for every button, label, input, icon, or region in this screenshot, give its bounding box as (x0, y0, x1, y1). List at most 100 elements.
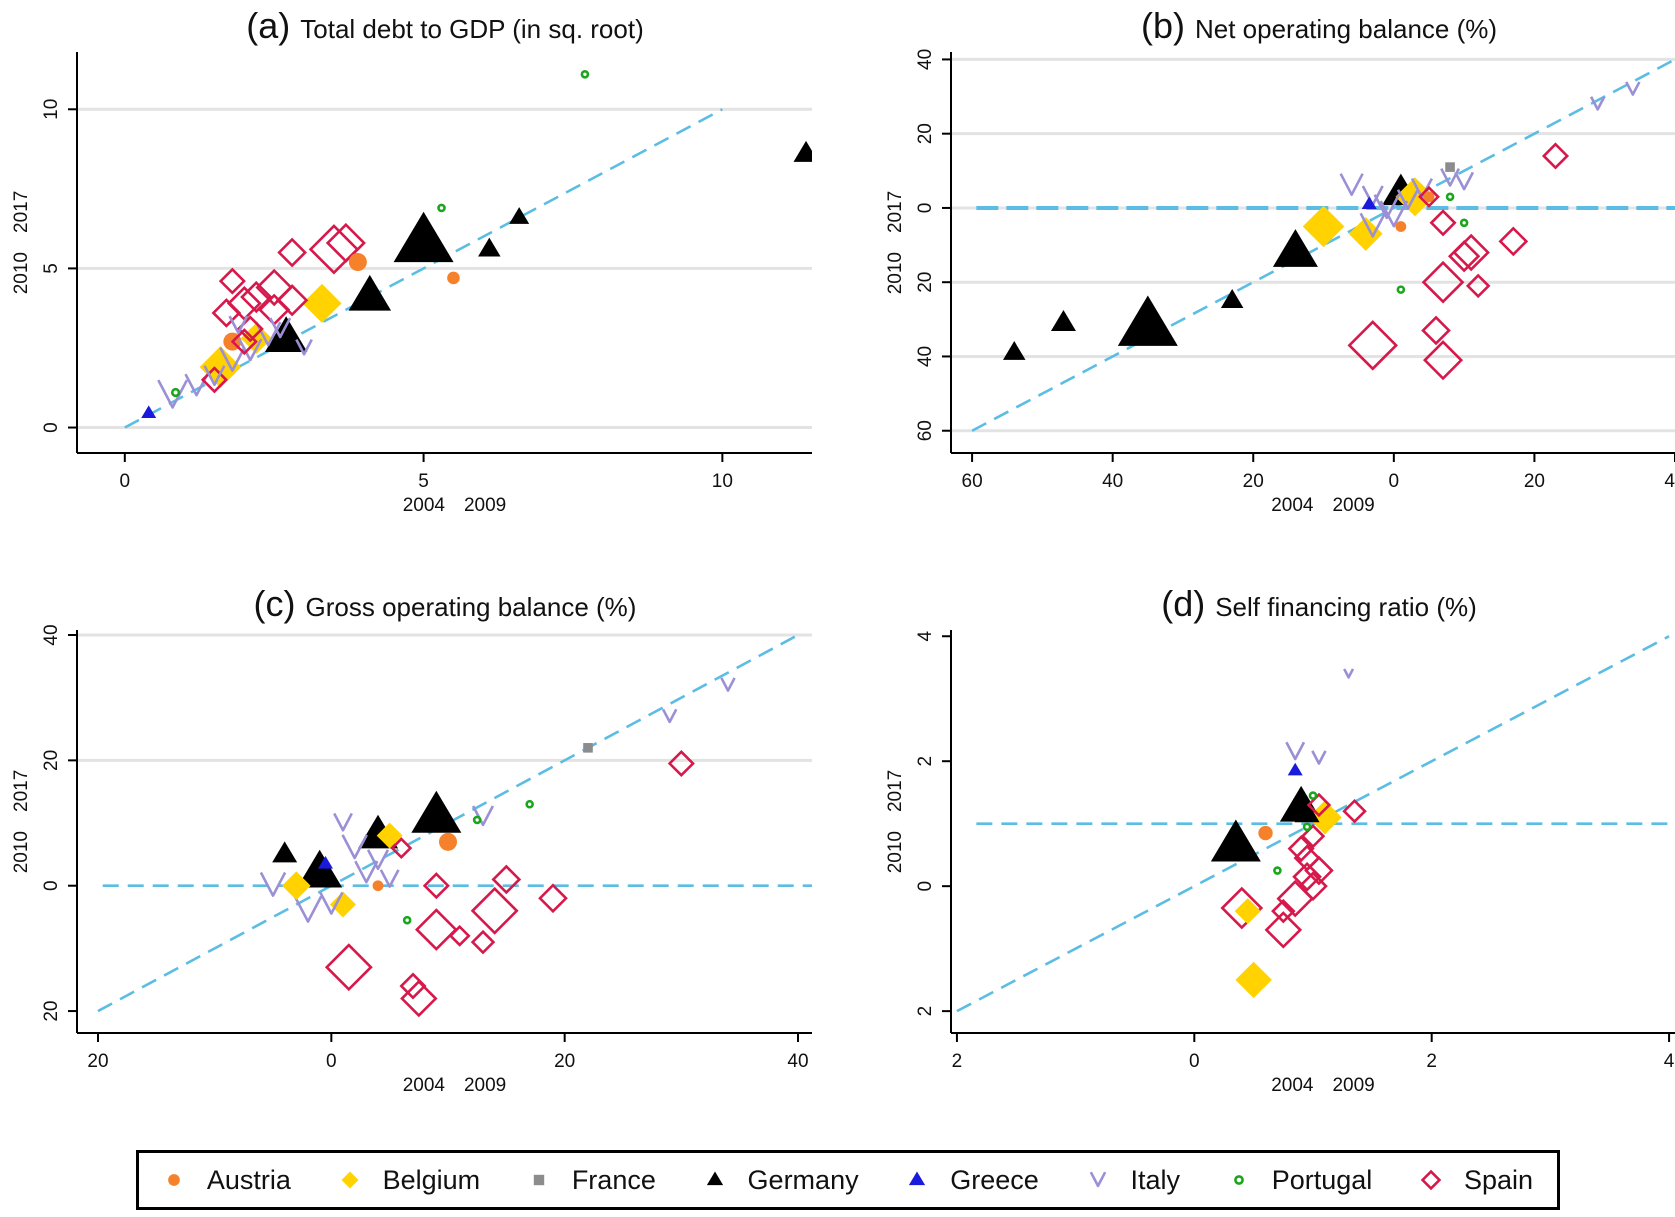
y-axis-label: 2010 2017 (885, 770, 906, 874)
point-portugal (437, 203, 446, 213)
point-belgium (302, 283, 342, 323)
point-italy (1285, 741, 1306, 761)
x-tick-label: 40 (1664, 471, 1675, 492)
markers (1003, 81, 1641, 381)
point-spain (200, 366, 228, 394)
point-spain (1300, 823, 1326, 849)
y-tick-label: 40 (915, 346, 936, 367)
point-italy (238, 338, 263, 362)
diagonal-reference-line (971, 58, 1675, 432)
point-italy (1339, 173, 1364, 196)
point-austria (372, 880, 384, 892)
legend-label: Italy (1130, 1164, 1181, 1195)
y-tick-label: 20 (915, 123, 936, 144)
legend-marker-shape (341, 1171, 359, 1189)
legend-marker-shape (909, 1171, 926, 1186)
point-spain (1342, 798, 1367, 824)
point-belgium (330, 891, 356, 918)
point-spain (491, 864, 522, 895)
point-italy (157, 379, 189, 409)
diagonal-reference-line (97, 633, 799, 1013)
point-italy (333, 812, 353, 832)
point-italy (295, 338, 313, 356)
y-axis-label: 2010 2017 (885, 191, 906, 295)
point-spain (277, 237, 307, 268)
panel-title-text: Self financing ratio (%) (1215, 592, 1477, 622)
legend-item-italy: Italy (1087, 1164, 1181, 1196)
point-germany (1220, 289, 1244, 308)
point-portugal (1445, 192, 1455, 202)
x-axis-label: 2004 2009 (1271, 1075, 1375, 1096)
legend-marker-shape (706, 1171, 723, 1186)
point-germany (348, 274, 392, 311)
point-italy (379, 869, 400, 888)
legend-label: France (571, 1164, 656, 1195)
x-axis-label: 2004 2009 (403, 495, 507, 516)
y-tick-label: 0 (41, 880, 62, 891)
point-austria (348, 253, 367, 272)
point-portugal (580, 69, 590, 79)
legend-marker-shape (1089, 1171, 1106, 1188)
point-germany (509, 207, 530, 224)
point-spain (1293, 844, 1321, 872)
panel-2: 60 40 20 0 20 40 60 40 20 0 20 40 2004 2009 2010 2017… (885, 5, 1675, 516)
y-tick-label: 5 (41, 263, 62, 274)
point-italy (1373, 194, 1401, 220)
point-spain (230, 328, 258, 356)
point-spain (448, 924, 471, 947)
point-portugal (1396, 285, 1406, 294)
point-germany (411, 790, 462, 833)
legend-label: Portugal (1271, 1164, 1373, 1195)
legend-marker-austria (167, 1174, 180, 1186)
point-italy (1311, 750, 1327, 765)
point-spain (538, 883, 568, 914)
legend-label: Greece (950, 1164, 1039, 1195)
panel-title: (a) Total debt to GDP (in sq. root) (246, 5, 643, 46)
point-italy (341, 834, 368, 860)
point-spain (325, 222, 366, 263)
y-tick-label: 60 (915, 420, 936, 441)
panel-letter: (a) (246, 5, 300, 46)
point-germany (1272, 229, 1318, 267)
point-germany (1003, 341, 1026, 360)
point-belgium (1235, 961, 1272, 999)
legend-item-austria: Austria (163, 1165, 291, 1196)
point-austria (447, 271, 460, 285)
y-tick-label: 10 (41, 99, 62, 120)
x-axis-label: 2004 2009 (403, 1075, 507, 1096)
point-italy (219, 346, 246, 372)
point-spain (1220, 886, 1264, 930)
point-spain (1276, 879, 1314, 918)
legend-label: Spain (1464, 1164, 1534, 1195)
point-spain (1423, 340, 1464, 381)
legend-marker-germany (706, 1171, 723, 1186)
point-italy (1625, 81, 1641, 96)
markers (141, 69, 812, 419)
point-germany (1117, 295, 1178, 346)
legend-item-portugal: Portugal (1228, 1164, 1373, 1196)
point-spain (1271, 898, 1296, 924)
point-spain (667, 749, 695, 778)
point-italy (720, 677, 736, 692)
point-spain (400, 979, 438, 1018)
point-portugal (1273, 866, 1282, 875)
point-italy (1359, 212, 1386, 238)
point-spain (211, 298, 242, 328)
y-tick-label: 2 (915, 1006, 936, 1017)
point-italy (366, 849, 390, 871)
legend-marker-portugal (1233, 1175, 1244, 1185)
legend-marker-spain (1420, 1169, 1442, 1191)
point-austria (1258, 825, 1273, 841)
point-belgium (1348, 217, 1383, 251)
point-germany (793, 140, 812, 162)
point-france (583, 743, 593, 753)
point-portugal (472, 815, 482, 825)
y-tick-label: 0 (915, 203, 936, 214)
x-tick-label: 0 (1189, 1051, 1200, 1072)
legend-item-spain: Spain (1420, 1165, 1533, 1196)
panel-title: (c) Gross operating balance (%) (254, 583, 637, 624)
point-italy (661, 708, 678, 724)
legend-marker-shape (533, 1174, 545, 1186)
point-germany (1294, 801, 1320, 823)
